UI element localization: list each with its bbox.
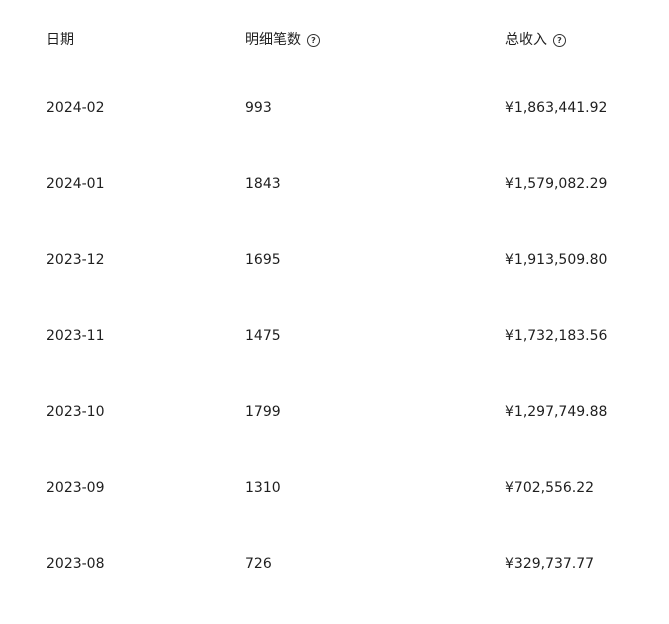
help-icon[interactable]: ? bbox=[307, 33, 320, 47]
row-income: ¥1,732,183.56 bbox=[505, 328, 608, 344]
row-count: 993 bbox=[245, 100, 272, 116]
header-income-label: 总收入 bbox=[505, 32, 547, 48]
header-count: 明细笔数 ? bbox=[245, 30, 320, 50]
row-date: 2024-01 bbox=[46, 176, 105, 192]
help-icon[interactable]: ? bbox=[553, 33, 566, 47]
row-income: ¥1,297,749.88 bbox=[505, 404, 608, 420]
header-date-label: 日期 bbox=[46, 32, 74, 48]
row-date: 2023-09 bbox=[46, 480, 105, 496]
row-income: ¥1,863,441.92 bbox=[505, 100, 608, 116]
row-income: ¥1,579,082.29 bbox=[505, 176, 608, 192]
row-date: 2023-10 bbox=[46, 404, 105, 420]
row-date: 2023-12 bbox=[46, 252, 105, 268]
row-count: 1310 bbox=[245, 480, 281, 496]
header-date: 日期 bbox=[46, 30, 74, 50]
row-date: 2024-02 bbox=[46, 100, 105, 116]
row-count: 1695 bbox=[245, 252, 281, 268]
row-date: 2023-11 bbox=[46, 328, 105, 344]
row-income: ¥1,913,509.80 bbox=[505, 252, 608, 268]
header-count-label: 明细笔数 bbox=[245, 32, 301, 48]
row-date: 2023-08 bbox=[46, 556, 105, 572]
header-income: 总收入 ? bbox=[505, 30, 566, 50]
row-count: 726 bbox=[245, 556, 272, 572]
row-income: ¥329,737.77 bbox=[505, 556, 595, 572]
row-count: 1475 bbox=[245, 328, 281, 344]
row-count: 1799 bbox=[245, 404, 281, 420]
row-count: 1843 bbox=[245, 176, 281, 192]
row-income: ¥702,556.22 bbox=[505, 480, 595, 496]
